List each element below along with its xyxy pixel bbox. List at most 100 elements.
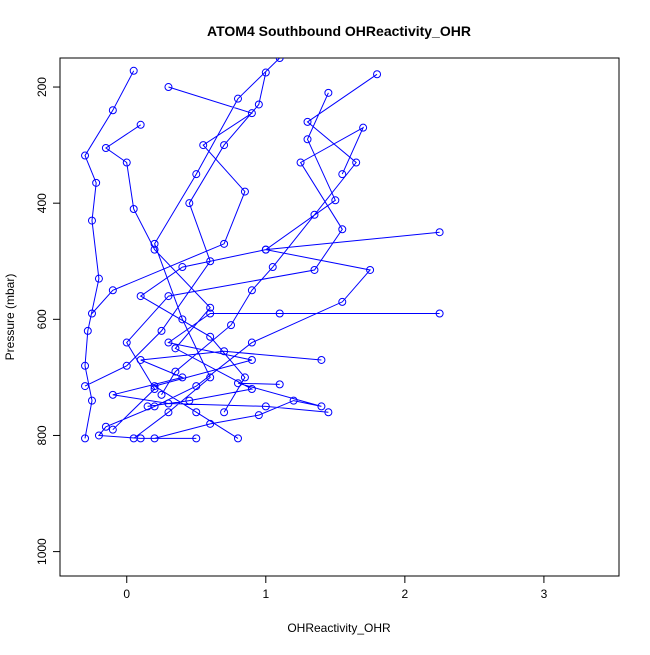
- data-point: [261, 402, 270, 411]
- data-point: [122, 338, 131, 347]
- data-point: [171, 367, 180, 376]
- data-point: [247, 286, 256, 295]
- data-point: [220, 408, 229, 417]
- data-point: [352, 158, 361, 167]
- data-point: [164, 292, 173, 301]
- data-point: [275, 58, 284, 62]
- data-point: [192, 170, 201, 179]
- data-point: [275, 309, 284, 318]
- data-point: [338, 170, 347, 179]
- data-point: [359, 123, 368, 132]
- data-point: [247, 355, 256, 364]
- data-point: [87, 396, 96, 405]
- data-point: [261, 245, 270, 254]
- data-point: [324, 88, 333, 97]
- data-point: [254, 100, 263, 109]
- data-point: [338, 297, 347, 306]
- data-point: [129, 434, 138, 443]
- data-point: [303, 117, 312, 126]
- data-point: [289, 396, 298, 405]
- data-point: [240, 373, 249, 382]
- x-tick-label: 3: [541, 587, 548, 601]
- data-point: [247, 109, 256, 118]
- data-point: [81, 434, 90, 443]
- data-point: [92, 178, 101, 187]
- x-tick-label: 1: [262, 587, 269, 601]
- data-point: [261, 68, 270, 77]
- data-point: [317, 355, 326, 364]
- data-point: [122, 158, 131, 167]
- data-point: [233, 379, 242, 388]
- data-point: [331, 196, 340, 205]
- data-point: [178, 373, 187, 382]
- chart-title: ATOM4 Southbound OHReactivity_OHR: [207, 23, 471, 39]
- x-tick-label: 0: [123, 587, 130, 601]
- data-point: [296, 158, 305, 167]
- y-tick-label: 600: [35, 309, 49, 329]
- data-point: [199, 141, 208, 150]
- data-point: [178, 315, 187, 324]
- y-tick-label: 1000: [35, 538, 49, 565]
- data-point: [108, 106, 117, 115]
- data-point: [206, 373, 215, 382]
- data-point: [157, 326, 166, 335]
- data-point: [206, 309, 215, 318]
- data-point: [310, 265, 319, 274]
- data-point: [220, 347, 229, 356]
- data-point: [136, 292, 145, 301]
- data-point: [185, 396, 194, 405]
- profile-line: [84, 58, 440, 439]
- data-point: [275, 380, 284, 389]
- data-point: [129, 66, 138, 75]
- y-tick-label: 800: [35, 425, 49, 445]
- data-point: [310, 210, 319, 219]
- data-point: [81, 151, 90, 160]
- data-point: [101, 422, 110, 431]
- data-point: [435, 228, 444, 237]
- data-point: [192, 434, 201, 443]
- data-point: [129, 204, 138, 213]
- data-point: [366, 265, 375, 274]
- data-point: [150, 434, 159, 443]
- data-point: [220, 141, 229, 150]
- data-point: [150, 385, 159, 394]
- data-point: [268, 263, 277, 272]
- data-point: [220, 239, 229, 248]
- data-point: [227, 321, 236, 330]
- data-point: [157, 390, 166, 399]
- data-point: [178, 263, 187, 272]
- x-axis-title: OHReactivity_OHR: [287, 621, 391, 635]
- data-point: [81, 361, 90, 370]
- data-point: [150, 239, 159, 248]
- data-point: [87, 216, 96, 225]
- data-point: [254, 411, 263, 420]
- data-point: [233, 94, 242, 103]
- data-point: [94, 431, 103, 440]
- data-point: [171, 344, 180, 353]
- data-point: [303, 135, 312, 144]
- data-point: [164, 399, 173, 408]
- data-point: [83, 326, 92, 335]
- data-point: [108, 286, 117, 295]
- data-point: [185, 199, 194, 208]
- data-point: [81, 382, 90, 391]
- y-tick-label: 400: [35, 193, 49, 213]
- data-point: [122, 361, 131, 370]
- data-point: [143, 402, 152, 411]
- data-point: [206, 257, 215, 266]
- data-point: [240, 187, 249, 196]
- data-point: [94, 274, 103, 283]
- data-point: [87, 309, 96, 318]
- data-point: [206, 419, 215, 428]
- data-point: [233, 434, 242, 443]
- data-point: [324, 408, 333, 417]
- data-point: [101, 144, 110, 153]
- y-axis-title: Pressure (mbar): [3, 274, 17, 361]
- data-point: [435, 309, 444, 318]
- data-point: [192, 408, 201, 417]
- data-point: [247, 338, 256, 347]
- data-point: [150, 245, 159, 254]
- data-point: [206, 332, 215, 341]
